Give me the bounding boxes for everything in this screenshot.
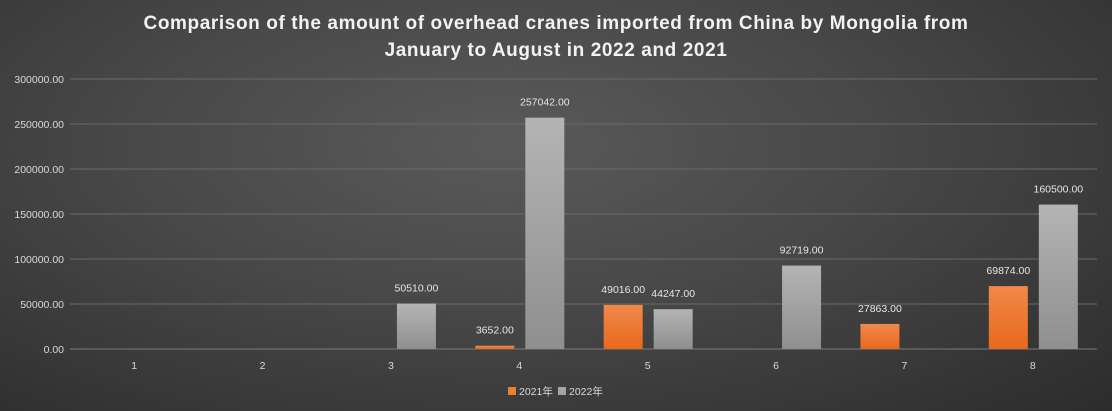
x-tick-label: 7 bbox=[902, 360, 908, 372]
data-label: 44247.00 bbox=[651, 288, 695, 300]
bar-2022 bbox=[525, 117, 565, 349]
data-label: 160500.00 bbox=[1033, 184, 1083, 196]
bar-2022 bbox=[1038, 204, 1078, 349]
y-tick-label: 0.00 bbox=[44, 344, 65, 356]
bar-2021 bbox=[988, 286, 1028, 349]
chart-title-line-2: January to August in 2022 and 2021 bbox=[384, 40, 728, 61]
bar-2022 bbox=[653, 309, 693, 349]
data-label: 27863.00 bbox=[858, 303, 902, 315]
chart-title-line-1: Comparison of the amount of overhead cra… bbox=[143, 13, 969, 34]
y-tick-label: 50000.00 bbox=[20, 299, 64, 311]
bar-2022 bbox=[396, 303, 436, 349]
x-tick-label: 8 bbox=[1030, 360, 1036, 372]
bar-2021 bbox=[475, 345, 515, 349]
x-tick-label: 4 bbox=[516, 360, 522, 372]
x-tick-label: 3 bbox=[388, 360, 394, 372]
legend-label: 2022年 bbox=[569, 385, 603, 398]
legend-label: 2021年 bbox=[519, 385, 553, 398]
y-tick-label: 100000.00 bbox=[14, 254, 64, 266]
x-tick-label: 2 bbox=[260, 360, 266, 372]
y-tick-label: 300000.00 bbox=[14, 74, 64, 86]
legend-swatch bbox=[558, 387, 566, 395]
y-tick-label: 150000.00 bbox=[14, 209, 64, 221]
data-label: 49016.00 bbox=[601, 284, 645, 296]
bar-2022 bbox=[782, 265, 822, 349]
bar-2021 bbox=[603, 304, 643, 349]
x-tick-label: 5 bbox=[645, 360, 651, 372]
chart-title: Comparison of the amount of overhead cra… bbox=[0, 10, 1112, 64]
data-label: 3652.00 bbox=[476, 325, 514, 337]
x-tick-label: 6 bbox=[773, 360, 779, 372]
y-tick-label: 250000.00 bbox=[14, 119, 64, 131]
data-label: 257042.00 bbox=[520, 97, 570, 109]
y-tick-label: 200000.00 bbox=[14, 164, 64, 176]
legend-swatch bbox=[508, 387, 516, 395]
x-tick-label: 1 bbox=[131, 360, 137, 372]
data-label: 50510.00 bbox=[395, 283, 439, 295]
data-label: 69874.00 bbox=[986, 265, 1030, 277]
data-label: 92719.00 bbox=[780, 245, 824, 257]
bar-2021 bbox=[860, 323, 900, 349]
